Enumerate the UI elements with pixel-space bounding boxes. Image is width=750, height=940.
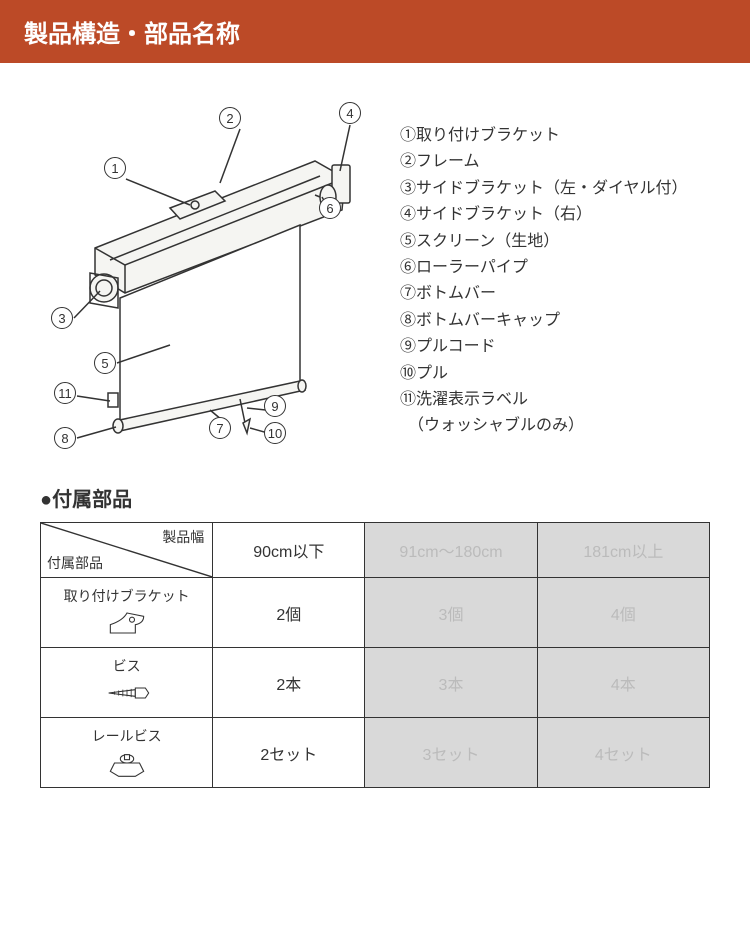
qty-cell: 2セット: [213, 718, 365, 788]
accessory-row: レールビス 2セット3セット4セット: [41, 718, 710, 788]
parts-list-item: ④サイドブラケット（右）: [400, 202, 688, 228]
railscrew-icon: [102, 748, 152, 780]
parts-list-item: ①取り付けブラケット: [400, 123, 688, 149]
callout-7: 7: [209, 417, 231, 439]
callout-1: 1: [104, 157, 126, 179]
accessory-header-row: 製品幅 付属部品 90cm以下91cm～180cm181cm以上: [41, 523, 710, 578]
parts-list-item: ③サイドブラケット（左・ダイヤル付）: [400, 176, 688, 202]
parts-list-item: ⑥ローラーパイプ: [400, 255, 688, 281]
qty-cell: 2個: [213, 578, 365, 648]
screw-icon: [102, 678, 152, 710]
callout-5: 5: [94, 352, 116, 374]
callout-8: 8: [54, 427, 76, 449]
col-header: 181cm以上: [537, 523, 709, 578]
header-title: 製品構造・部品名称: [24, 21, 240, 48]
parts-list-item: ⑤スクリーン（生地）: [400, 229, 688, 255]
parts-list-item: （ウォッシャブルのみ）: [400, 413, 688, 439]
row-label: 取り付けブラケット: [47, 586, 206, 606]
diagram-section: 1 2 3 4 5 6 7 8 9 10 11 ①取り付けブラケット②フレーム③サイドブラケット（左…: [0, 63, 750, 473]
diag-header-cell: 製品幅 付属部品: [41, 523, 213, 578]
callout-10: 10: [264, 422, 286, 444]
accessory-title: ●付属部品: [40, 483, 710, 512]
parts-list-item: ⑨プルコード: [400, 334, 688, 360]
row-label-cell: ビス: [41, 648, 213, 718]
row-label-cell: 取り付けブラケット: [41, 578, 213, 648]
parts-list-item: ⑦ボトムバー: [400, 281, 688, 307]
row-label: ビス: [47, 656, 206, 676]
qty-cell: 4本: [537, 648, 709, 718]
col-header: 90cm以下: [213, 523, 365, 578]
callout-3: 3: [51, 307, 73, 329]
diag-top-label: 製品幅: [162, 527, 204, 547]
callout-6: 6: [319, 197, 341, 219]
parts-list: ①取り付けブラケット②フレーム③サイドブラケット（左・ダイヤル付）④サイドブラケ…: [400, 93, 688, 453]
product-diagram-svg: [40, 93, 370, 453]
qty-cell: 3本: [365, 648, 537, 718]
qty-cell: 2本: [213, 648, 365, 718]
row-label: レールビス: [47, 726, 206, 746]
parts-list-item: ⑩プル: [400, 361, 688, 387]
callout-11: 11: [54, 382, 76, 404]
section-header: 製品構造・部品名称: [0, 0, 750, 63]
callout-4: 4: [339, 102, 361, 124]
accessory-table: 製品幅 付属部品 90cm以下91cm～180cm181cm以上 取り付けブラケ…: [40, 522, 710, 788]
product-diagram: 1 2 3 4 5 6 7 8 9 10 11: [40, 93, 370, 453]
col-header: 91cm～180cm: [365, 523, 537, 578]
qty-cell: 3セット: [365, 718, 537, 788]
qty-cell: 3個: [365, 578, 537, 648]
bracket-icon: [102, 608, 152, 640]
parts-list-item: ②フレーム: [400, 149, 688, 175]
accessory-row: 取り付けブラケット 2個3個4個: [41, 578, 710, 648]
qty-cell: 4セット: [537, 718, 709, 788]
callout-9: 9: [264, 395, 286, 417]
qty-cell: 4個: [537, 578, 709, 648]
accessory-row: ビス 2本3本4本: [41, 648, 710, 718]
row-label-cell: レールビス: [41, 718, 213, 788]
diag-bot-label: 付属部品: [47, 553, 103, 573]
accessory-section: ●付属部品 製品幅 付属部品 90cm以下91cm～180cm181cm以上 取…: [0, 473, 750, 788]
callout-2: 2: [219, 107, 241, 129]
parts-list-item: ⑧ボトムバーキャップ: [400, 308, 688, 334]
parts-list-item: ⑪洗濯表示ラベル: [400, 387, 688, 413]
